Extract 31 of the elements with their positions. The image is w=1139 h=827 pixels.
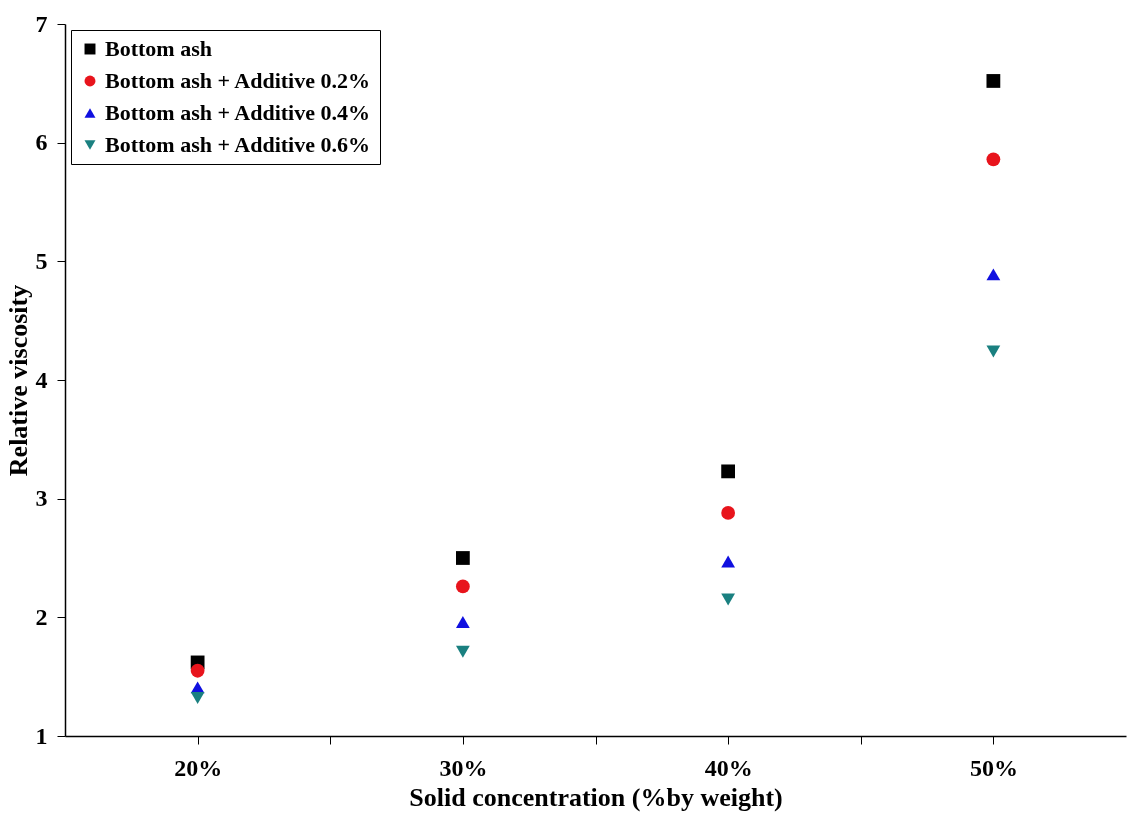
point	[721, 506, 736, 520]
point	[986, 152, 1001, 167]
point	[455, 616, 470, 629]
y-tick-label: 7	[35, 10, 48, 37]
x-tick-label: 20%	[174, 754, 223, 781]
x-axis-title: Solid concentration (%by weight)	[409, 782, 783, 812]
x-tick-label: 30%	[439, 754, 488, 781]
point	[190, 663, 205, 678]
y-tick-label: 6	[35, 129, 48, 156]
legend-label: Bottom ash + Additive 0.6%	[105, 132, 370, 157]
point	[721, 593, 736, 606]
legend-label: Bottom ash	[105, 36, 212, 61]
x-tick-label: 40%	[704, 754, 753, 781]
point	[455, 645, 470, 658]
point	[986, 74, 1001, 88]
legend-label: Bottom ash + Additive 0.4%	[105, 100, 370, 125]
point	[190, 692, 205, 704]
point	[455, 551, 470, 565]
y-tick-label: 4	[35, 366, 48, 393]
y-tick-label: 3	[35, 485, 48, 512]
point	[986, 268, 1001, 281]
point	[455, 579, 470, 594]
x-tick-label: 50%	[969, 754, 1018, 781]
point	[986, 345, 1001, 358]
y-tick-label: 5	[35, 247, 48, 274]
y-axis-title: Relative viscosity	[3, 284, 33, 477]
point	[721, 464, 736, 479]
y-tick-label: 1	[35, 722, 48, 749]
legend-label: Bottom ash + Additive 0.2%	[105, 68, 370, 93]
y-tick-label: 2	[35, 603, 48, 630]
point	[721, 555, 736, 568]
